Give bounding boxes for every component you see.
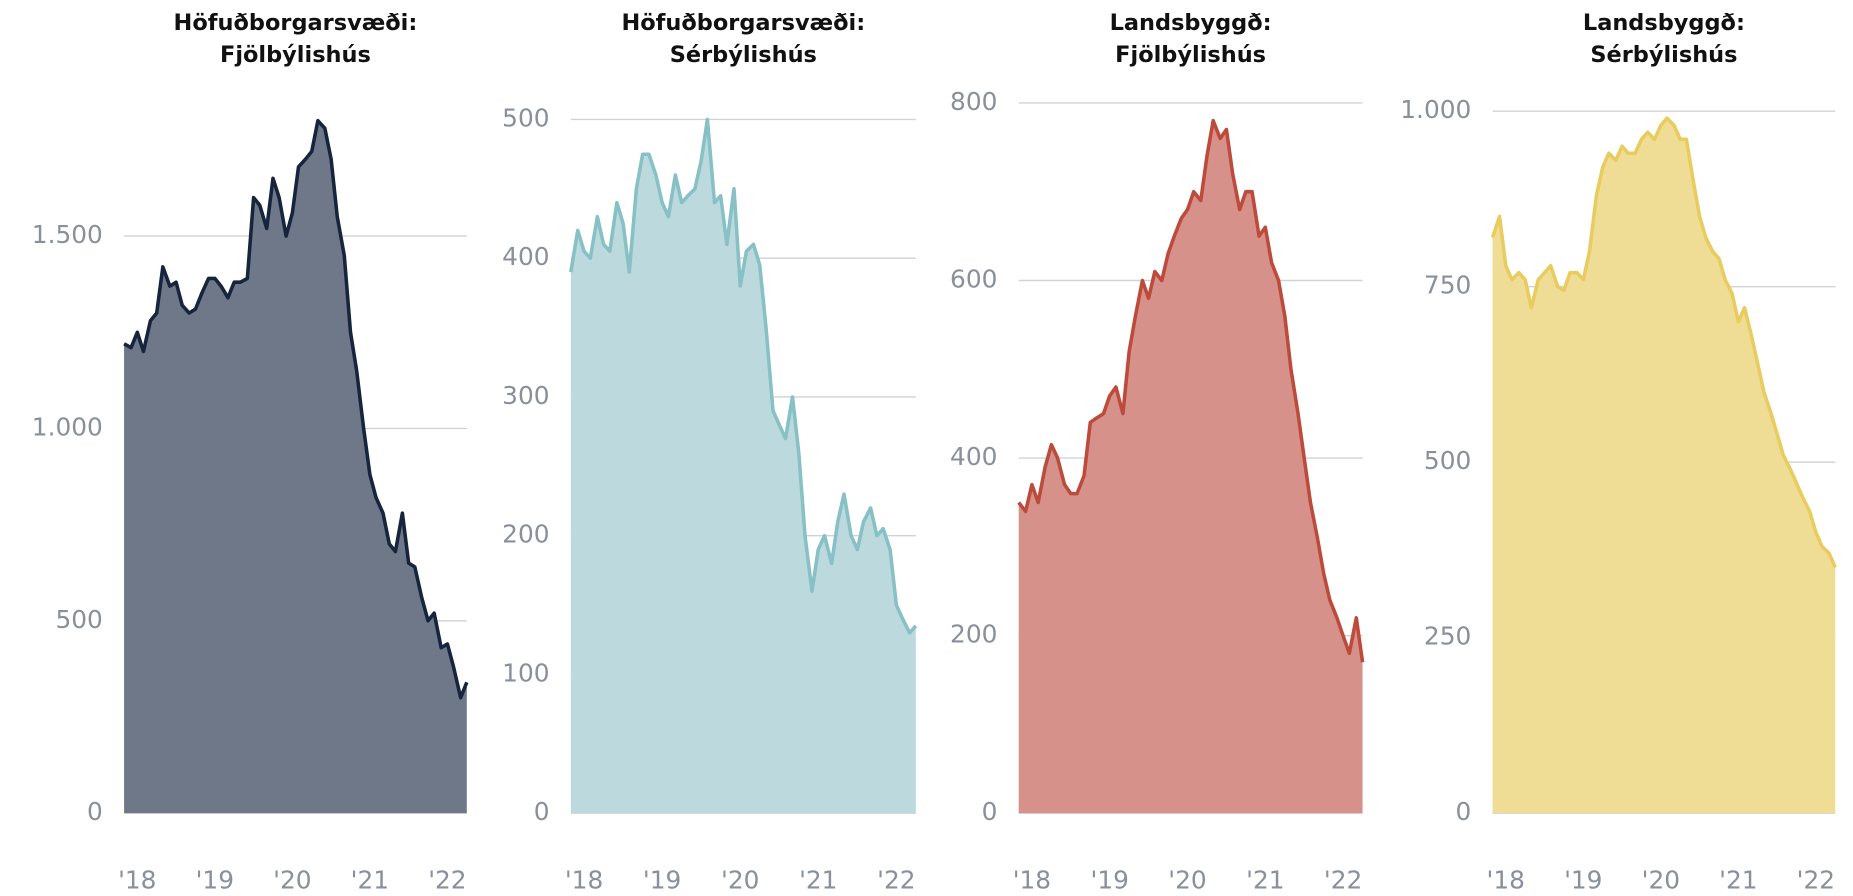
y-tick-label: 400: [502, 242, 549, 271]
line: [1490, 116, 1837, 569]
y-tick-label: 500: [1424, 446, 1471, 475]
y-tick-label: 100: [502, 658, 549, 687]
chart-title: Höfuðborgarsvæði:: [174, 10, 418, 36]
area: [124, 120, 467, 814]
x-tick-label: '20: [721, 866, 759, 895]
y-tick-label: 250: [1424, 622, 1471, 651]
chart-title: Sérbýlishús: [670, 42, 817, 68]
x-tick-label: '18: [118, 866, 156, 895]
y-tick-label: 800: [950, 87, 997, 116]
y-tick-label: 600: [950, 264, 997, 293]
x-tick-label: '21: [799, 866, 837, 895]
x-tick-label: '18: [1487, 866, 1525, 895]
area: [1018, 120, 1363, 814]
chart-title: Landsbyggð:: [1110, 10, 1272, 36]
y-tick-label: 200: [502, 520, 549, 549]
area: [570, 119, 916, 814]
y-tick-label: 0: [534, 797, 550, 826]
y-tick-label: 1.000: [32, 412, 103, 441]
y-tick-label: 500: [55, 605, 102, 634]
y-tick-label: 0: [87, 797, 103, 826]
x-tick-label: '22: [1324, 866, 1362, 895]
x-tick-label: '21: [1719, 866, 1757, 895]
y-tick-label: 400: [950, 442, 997, 471]
x-tick-label: '19: [643, 866, 681, 895]
area: [1492, 118, 1836, 814]
y-tick-label: 0: [1456, 797, 1472, 826]
line: [1017, 118, 1365, 663]
x-tick-label: '21: [1246, 866, 1284, 895]
x-tick-label: '18: [565, 866, 603, 895]
x-tick-label: '21: [351, 866, 389, 895]
chart-title: Landsbyggð:: [1583, 10, 1745, 36]
x-tick-label: '20: [273, 866, 311, 895]
x-tick-label: '19: [1564, 866, 1602, 895]
y-tick-label: 750: [1424, 271, 1471, 300]
line: [569, 117, 918, 635]
y-tick-label: 300: [502, 381, 549, 410]
chart-title: Sérbýlishús: [1590, 42, 1737, 68]
x-tick-label: '22: [877, 866, 915, 895]
chart-title: Höfuðborgarsvæði:: [621, 10, 865, 36]
y-tick-label: 0: [982, 797, 998, 826]
chart-title: Fjölbýlishús: [220, 42, 371, 68]
x-tick-label: '20: [1642, 866, 1680, 895]
x-tick-label: '22: [1797, 866, 1835, 895]
x-tick-label: '18: [1013, 866, 1051, 895]
chart-title: Fjölbýlishús: [1115, 42, 1266, 68]
x-tick-label: '22: [428, 866, 466, 895]
y-tick-label: 1.000: [1400, 95, 1471, 124]
y-tick-label: 1.500: [32, 220, 103, 249]
y-tick-label: 200: [950, 620, 997, 649]
x-tick-label: '20: [1168, 866, 1206, 895]
y-tick-label: 500: [502, 103, 549, 132]
line: [123, 118, 469, 700]
x-tick-label: '19: [1091, 866, 1129, 895]
x-tick-label: '19: [196, 866, 234, 895]
